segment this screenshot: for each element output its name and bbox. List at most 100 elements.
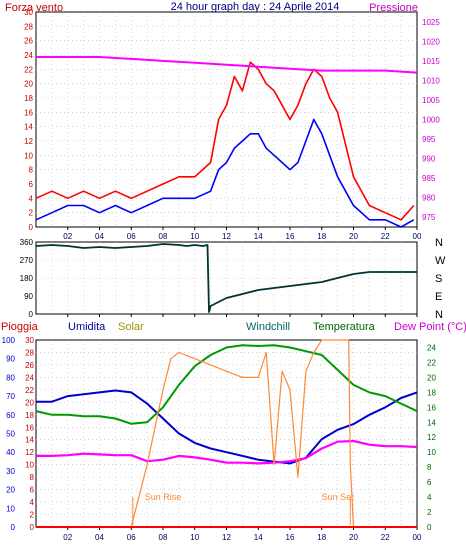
hour-axis-ticks-bottom: 02 04 06 08 10 12 14 16 18 20 22 00 <box>63 527 422 542</box>
rain-tick-label: 2 <box>30 511 35 520</box>
pressure-tick-label: 1025 <box>422 18 440 27</box>
x-tick-label: 14 <box>254 232 263 241</box>
wind-pressure-panel: Forza vento 24 hour graph day : 24 April… <box>5 1 440 241</box>
x-tick-label: 00 <box>413 533 422 542</box>
legend-label: Temperatura <box>313 321 376 333</box>
legend-label: Dew Point (°C) <box>394 321 466 333</box>
humidity-tick-label: 0 <box>11 523 16 532</box>
temperature-tick-label: 4 <box>427 493 432 502</box>
rain-tick-label: 4 <box>30 498 35 507</box>
temperature-tick-label: 2 <box>427 508 432 517</box>
direction-tick-label: 90 <box>24 292 33 301</box>
humidity-line <box>36 389 418 465</box>
pressure-tick-label: 980 <box>422 194 436 203</box>
temperature-humidity-panel: Pioggia Umidita Solar Windchill Temperatura D… <box>1 321 466 542</box>
humidity-tick-label: 30 <box>6 467 15 476</box>
legend-label: Windchill <box>246 321 290 333</box>
wind-tick-label: 26 <box>24 37 33 46</box>
wind-tick-label: 30 <box>24 8 33 17</box>
x-tick-label: 22 <box>381 232 390 241</box>
x-tick-label: 08 <box>159 232 168 241</box>
pressure-tick-label: 990 <box>422 155 436 164</box>
x-tick-label: 14 <box>254 533 263 542</box>
x-tick-label: 10 <box>190 232 199 241</box>
rain-tick-label: 28 <box>25 348 34 357</box>
direction-line <box>35 243 417 313</box>
compass-label: N <box>435 237 443 249</box>
wind-tick-label: 12 <box>24 137 33 146</box>
rain-tick-label: 16 <box>25 423 34 432</box>
x-tick-label: 22 <box>381 533 390 542</box>
x-tick-label: 02 <box>63 232 72 241</box>
humidity-tick-label: 40 <box>6 448 15 457</box>
humidity-tick-label: 20 <box>6 486 15 495</box>
wind-tick-label: 16 <box>24 108 33 117</box>
wind-tick-label: 20 <box>24 80 33 89</box>
x-tick-label: 18 <box>317 232 326 241</box>
rain-tick-label: 0 <box>30 523 35 532</box>
wind-tick-label: 18 <box>24 94 33 103</box>
compass-label: W <box>435 255 446 267</box>
compass-label: N <box>435 309 443 321</box>
wind-tick-label: 0 <box>29 223 34 232</box>
pressure-line <box>36 56 418 74</box>
rain-tick-label: 26 <box>25 361 34 370</box>
humidity-tick-label: 70 <box>6 392 15 401</box>
dewpoint-line <box>36 439 418 465</box>
pressure-tick-label: 975 <box>422 213 436 222</box>
temperature-tick-label: 22 <box>427 358 436 367</box>
rain-tick-label: 6 <box>30 486 35 495</box>
solar-line <box>36 339 417 528</box>
x-tick-label: 12 <box>222 533 231 542</box>
direction-tick-label: 360 <box>20 238 34 247</box>
humidity-axis-ticks: 0 10 20 30 40 50 60 70 80 90 100 <box>2 336 16 532</box>
hour-axis-ticks-top: 02 04 06 08 10 12 14 16 18 20 22 00 <box>63 227 422 241</box>
sun-annotations: Sun Rise Sun Set <box>132 492 354 525</box>
temperature-tick-label: 0 <box>427 523 432 532</box>
rain-tick-label: 20 <box>25 398 34 407</box>
wind-tick-label: 24 <box>24 51 33 60</box>
direction-tick-label: 180 <box>20 274 34 283</box>
legend-label: Solar <box>118 321 144 333</box>
x-tick-label: 20 <box>349 533 358 542</box>
direction-degree-ticks: 0 90 180 270 360 <box>20 238 34 319</box>
x-tick-label: 08 <box>159 533 168 542</box>
legend-label: Umidita <box>68 321 106 333</box>
pressure-tick-label: 1005 <box>422 96 440 105</box>
pressure-tick-label: 995 <box>422 135 436 144</box>
temperature-tick-label: 6 <box>427 478 432 487</box>
pressure-tick-label: 1020 <box>422 37 440 46</box>
rain-tick-label: 12 <box>25 448 34 457</box>
x-tick-label: 06 <box>127 533 136 542</box>
rain-tick-label: 14 <box>25 436 34 445</box>
direction-tick-label: 270 <box>20 256 34 265</box>
pressure-tick-label: 1000 <box>422 116 440 125</box>
humidity-tick-label: 50 <box>6 430 15 439</box>
legend-label: Pioggia <box>1 321 39 333</box>
wind-line <box>35 118 415 228</box>
temperature-tick-label: 10 <box>427 448 436 457</box>
sun-annotation-label: Sun Rise <box>145 492 182 502</box>
x-tick-label: 20 <box>349 232 358 241</box>
x-tick-label: 16 <box>286 533 295 542</box>
wind-axis-title: Forza vento <box>5 2 63 14</box>
direction-tick-label: 0 <box>29 310 34 319</box>
humidity-tick-label: 60 <box>6 411 15 420</box>
x-tick-label: 10 <box>190 533 199 542</box>
rain-tick-label: 18 <box>25 411 34 420</box>
temperature-tick-label: 8 <box>427 463 432 472</box>
wind-tick-label: 8 <box>29 166 34 175</box>
wind-pressure-plot-area <box>35 11 418 228</box>
temperature-tick-label: 24 <box>427 343 436 352</box>
wind-pressure-series <box>35 56 418 228</box>
x-tick-label: 18 <box>317 533 326 542</box>
rain-tick-label: 22 <box>25 386 34 395</box>
temperature-tick-label: 18 <box>427 388 436 397</box>
